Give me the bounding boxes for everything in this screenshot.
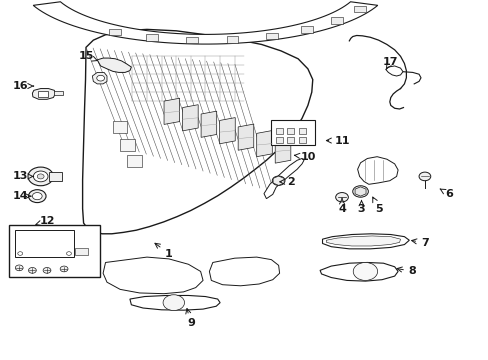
Text: 4: 4 [337,198,345,214]
Polygon shape [32,89,55,99]
Circle shape [352,262,377,280]
Polygon shape [326,236,400,246]
Text: 6: 6 [439,189,452,199]
Text: 14: 14 [12,191,31,201]
Text: 5: 5 [372,197,382,214]
Bar [353,6,365,12]
Bar [265,33,277,39]
Bar [49,172,61,181]
Bar [275,137,282,143]
Text: 13: 13 [13,171,33,181]
Circle shape [66,252,71,255]
Circle shape [163,295,184,311]
Text: 7: 7 [411,238,428,248]
Polygon shape [92,72,107,84]
Bar [54,91,63,95]
Polygon shape [322,234,408,249]
Text: 9: 9 [185,309,194,328]
Circle shape [97,75,104,81]
Circle shape [335,193,347,202]
Polygon shape [201,111,216,137]
Bar [75,248,88,255]
Circle shape [418,172,430,181]
Polygon shape [82,30,312,234]
Polygon shape [320,262,397,281]
Bar [299,129,305,134]
Bar [287,137,294,143]
Polygon shape [238,124,253,150]
Text: 3: 3 [357,201,365,214]
Polygon shape [385,66,402,76]
Bar [15,230,74,257]
Circle shape [352,186,367,197]
Circle shape [18,252,22,255]
Bar [299,137,305,143]
Text: 12: 12 [36,216,55,226]
Circle shape [33,171,48,182]
Text: 15: 15 [78,51,97,61]
Bar [185,37,197,44]
Bar [287,129,294,134]
Text: 8: 8 [396,266,416,276]
Text: 11: 11 [325,136,349,145]
Polygon shape [354,187,366,196]
Circle shape [43,267,51,273]
Circle shape [28,190,46,203]
Polygon shape [209,257,279,286]
Bar [226,36,238,43]
Polygon shape [103,257,203,294]
Bar [113,121,127,133]
Polygon shape [219,118,235,144]
Text: 2: 2 [279,177,294,187]
Text: 17: 17 [382,57,398,69]
Bar [330,17,342,23]
Text: 1: 1 [155,243,172,258]
Polygon shape [256,131,272,157]
Polygon shape [163,98,179,125]
Bar [301,26,312,33]
Circle shape [28,167,53,186]
Circle shape [37,174,44,179]
Bar [38,91,48,97]
Bar [127,155,142,167]
Text: 10: 10 [294,152,315,162]
Bar [146,34,158,41]
Polygon shape [130,296,220,310]
Bar [9,225,100,277]
Circle shape [28,267,36,273]
Circle shape [272,176,285,185]
Circle shape [356,189,364,194]
Circle shape [60,266,68,272]
Polygon shape [33,2,377,44]
Bar [275,129,282,134]
Polygon shape [264,158,304,199]
Bar [120,139,135,150]
Text: 16: 16 [12,81,34,91]
Polygon shape [273,176,284,185]
Polygon shape [357,157,397,184]
Circle shape [32,193,42,200]
Polygon shape [97,58,131,72]
Polygon shape [182,105,198,131]
Bar [271,121,315,145]
Polygon shape [275,137,290,163]
Circle shape [15,265,23,271]
Bar [109,29,121,35]
